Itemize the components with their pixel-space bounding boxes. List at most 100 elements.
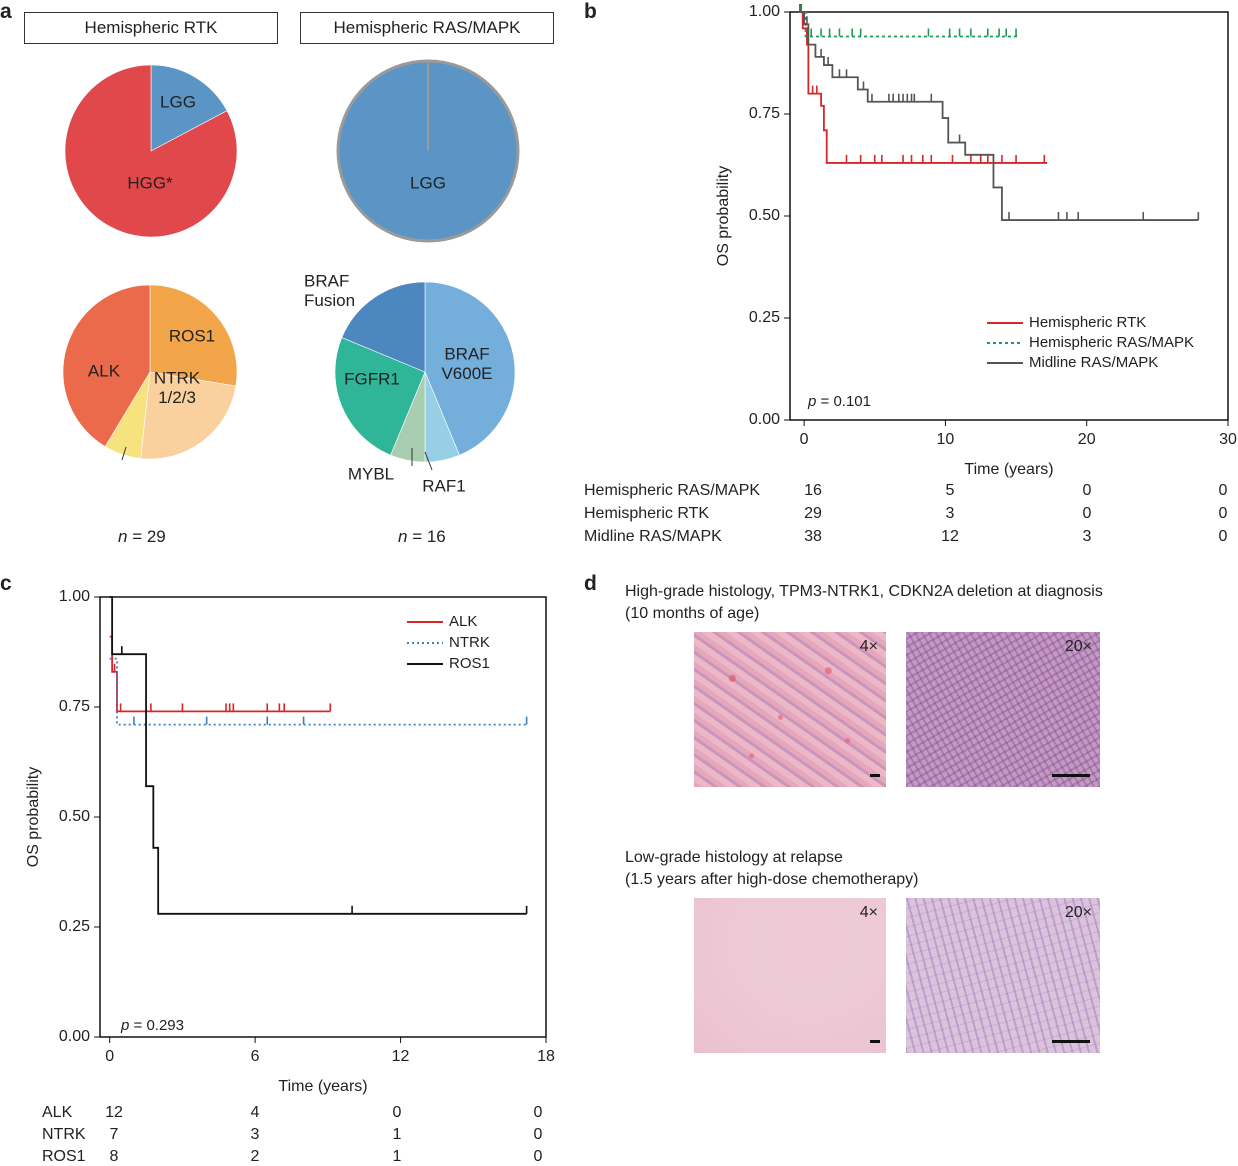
km-curve-ntrk [109, 657, 527, 726]
panel-label-a: a [0, 0, 12, 23]
x-axis-label: Time (years) [964, 461, 1053, 478]
legend-label-hemispheric-rtk: Hemispheric RTK [1029, 314, 1146, 331]
micrograph-high-grade-4x: 4× [694, 632, 886, 787]
pie-label-alteration_ras-raf1: RAF1 [422, 476, 465, 495]
x-tick-label: 30 [1219, 431, 1237, 448]
text-line: Fusion [304, 292, 355, 311]
pie-leader-line [121, 446, 127, 461]
x-tick-label: 10 [937, 431, 955, 448]
risk-count: 12 [941, 528, 959, 545]
risk-count: 16 [804, 482, 822, 499]
caption-top-line1: High-grade histology, TPM3-NTRK1, CDKN2A… [625, 583, 1103, 600]
pie-label-alteration_ras-fgfr1: FGFR1 [344, 369, 400, 388]
y-tick-label: 0.00 [749, 411, 780, 428]
pie-label-alteration_ras-braf-fusion: BRAF Fusion [304, 272, 355, 311]
caption-bottom-line1: Low-grade histology at relapse [625, 849, 843, 866]
pie-slice-alteration_ras-fgfr1 [334, 337, 426, 456]
risk-row-label: ALK [42, 1104, 73, 1121]
legend-label-hemispheric-ras-mapk: Hemispheric RAS/MAPK [1029, 334, 1194, 351]
pie-label-fusion_rtk-ntrk-1-2-3: NTRK 1/2/3 [154, 369, 201, 408]
pie-title-hemispheric-rtk: Hemispheric RTK [24, 12, 278, 44]
mag-label-20x-top: 20× [1064, 638, 1092, 655]
risk-count: 4 [250, 1104, 260, 1121]
risk-count: 1 [392, 1148, 402, 1165]
risk-count: 0 [533, 1104, 543, 1121]
pie-leader-line-raf1 [424, 451, 433, 471]
legend-label-alk: ALK [449, 613, 477, 630]
pie-slice-fusion_rtk-ntrk-1-2-3 [140, 371, 237, 460]
y-tick-label: 0.25 [749, 309, 780, 326]
y-tick-label: 1.00 [59, 588, 90, 605]
pie-slice-fusion_rtk-ros1 [149, 284, 238, 387]
pie-slice-grade_rtk-hgg [64, 64, 238, 238]
scale-bar [1052, 774, 1090, 777]
panel-label-b: b [584, 0, 597, 23]
mag-label-20x-bottom: 20× [1064, 904, 1092, 921]
km-curve-hemispheric-ras-mapk [798, 11, 1019, 38]
p-value-c: p = 0.293 [121, 1017, 184, 1034]
text-line: 1/2/3 [158, 389, 196, 408]
pie-slice-fusion_rtk-alk [62, 284, 151, 447]
p-value-b: p = 0.101 [808, 393, 871, 410]
risk-count: 0 [533, 1126, 543, 1143]
risk-count: 0 [1218, 505, 1228, 522]
risk-count: 2 [250, 1148, 260, 1165]
pie-slice-grade_rtk-lgg [150, 64, 228, 152]
pie-label-alteration_ras-braf-v600e: BRAF V600E [441, 345, 492, 384]
risk-count: 7 [109, 1126, 119, 1143]
n-value-left: = 29 [127, 527, 166, 546]
y-tick-label: 1.00 [749, 3, 780, 20]
pie-slice-alteration_ras-braf-fusion [341, 281, 426, 373]
micrograph-low-grade-4x: 4× [694, 898, 886, 1053]
risk-count: 3 [945, 505, 955, 522]
histology-caption-bottom: Low-grade histology at relapse (1.5 year… [625, 847, 918, 891]
legend-label-midline-ras-mapk: Midline RAS/MAPK [1029, 354, 1158, 371]
scale-bar [1052, 1040, 1090, 1043]
y-tick-label: 0.50 [749, 207, 780, 224]
x-tick-label: 12 [392, 1048, 410, 1065]
panel-label-c: c [0, 572, 12, 595]
text-line: BRAF [444, 345, 489, 364]
panel-label-d: d [584, 572, 597, 595]
mag-label-4x-top: 4× [859, 638, 878, 655]
x-tick-label: 18 [537, 1048, 555, 1065]
text-line: NTRK [154, 369, 201, 388]
x-tick-label: 0 [105, 1048, 114, 1065]
risk-row-label: Midline RAS/MAPK [584, 528, 722, 545]
pie-title-hemispheric-ras-mapk: Hemispheric RAS/MAPK [300, 12, 554, 44]
pie-label-grade_ras-lgg: LGG [410, 173, 446, 192]
legend-label-ntrk: NTRK [449, 634, 490, 651]
scale-bar [870, 1040, 880, 1043]
n-label-left: n = 29 [118, 527, 166, 547]
km-plot-c: 0 6 12 18 0.00 0.25 0.50 0.75 1.00 Time (years) OS… [25, 588, 555, 1095]
risk-count: 0 [533, 1148, 543, 1165]
n-value-right: = 16 [407, 527, 446, 546]
x-tick-label: 0 [800, 431, 809, 448]
n-italic-left: n [118, 527, 128, 546]
risk-row-label: Hemispheric RAS/MAPK [584, 482, 761, 499]
text-line: V600E [441, 365, 492, 384]
p-number-b: = 0.101 [816, 393, 871, 410]
pie-label-fusion_rtk-alk: ALK [88, 361, 121, 380]
x-axis-label: Time (years) [278, 1078, 367, 1095]
km-curve-ros1 [109, 596, 527, 915]
p-italic-c: p [121, 1017, 130, 1034]
risk-count: 0 [1082, 505, 1092, 522]
caption-top-line2: (10 months of age) [625, 605, 760, 622]
km-curve-hemispheric-rtk [799, 11, 1048, 164]
risk-count: 0 [392, 1104, 402, 1121]
risk-count: 12 [105, 1104, 123, 1121]
risk-count: 38 [804, 528, 822, 545]
x-tick-label: 6 [251, 1048, 260, 1065]
risk-count: 0 [1218, 482, 1228, 499]
pie-label-fusion_rtk-ros1: ROS1 [169, 326, 215, 345]
risk-row-label: Hemispheric RTK [584, 505, 710, 522]
pie-label-grade_rtk-lgg: LGG [160, 92, 196, 111]
y-axis-label: OS probability [715, 166, 732, 267]
x-tick-label: 20 [1078, 431, 1096, 448]
y-tick-label: 0.00 [59, 1028, 90, 1045]
text-line: BRAF [304, 272, 349, 291]
km-plot-b: 0 10 20 30 0.00 0.25 0.50 0.75 1.00 Time (years) O… [715, 3, 1237, 478]
y-tick-label: 0.75 [59, 698, 90, 715]
